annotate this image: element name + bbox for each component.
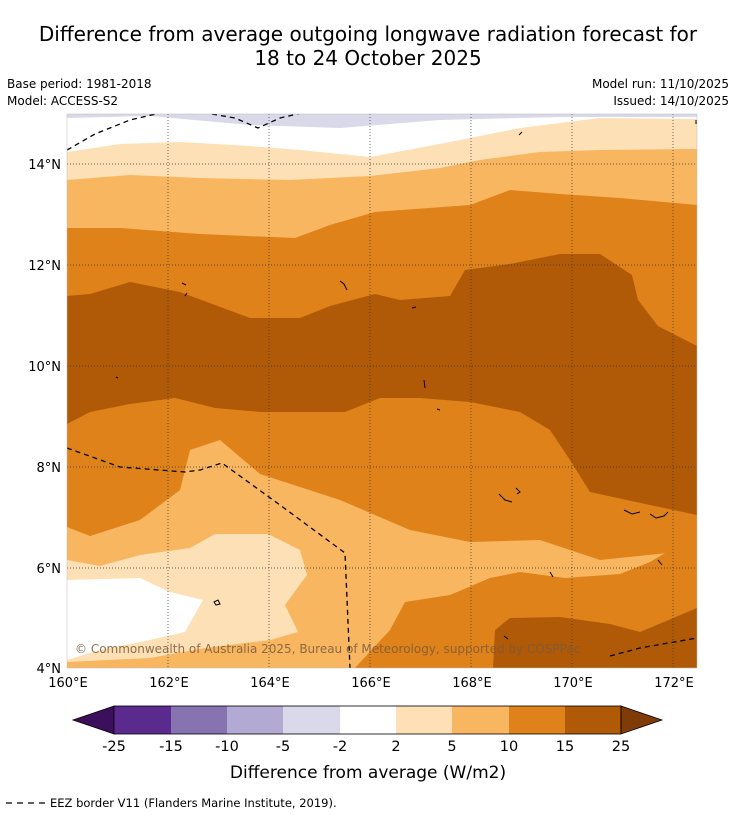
colorbar-tick: 25 — [612, 739, 630, 755]
lon-label: 160°E — [48, 676, 88, 691]
colorbar-tick: -5 — [276, 739, 290, 755]
colorbar-swatch — [396, 706, 452, 734]
colorbar-tick: 10 — [500, 739, 518, 755]
lat-label: 8°N — [37, 461, 62, 476]
colorbar-swatch — [114, 706, 171, 734]
colorbar-tick: -2 — [333, 739, 347, 755]
colorbar-extend-high — [620, 705, 664, 735]
contour-band-neg-2-5 — [67, 114, 697, 128]
contour-band-neutral-south — [67, 578, 203, 660]
lon-label: 172°E — [654, 676, 694, 691]
lon-label: 170°E — [553, 676, 593, 691]
colorbar-tick: 5 — [447, 739, 456, 755]
chart-title: Difference from average outgoing longwav… — [0, 22, 736, 70]
colorbar-tick: -15 — [159, 739, 183, 755]
islands — [115, 120, 697, 640]
colorbar-tick: 2 — [391, 739, 400, 755]
colorbar-swatch — [565, 706, 621, 734]
lat-label: 14°N — [28, 158, 61, 173]
colorbar-title: Difference from average (W/m2) — [230, 763, 506, 783]
model-run: Model run: 11/10/2025 — [591, 77, 729, 91]
eez-legend-text: EEZ border V11 (Flanders Marine Institut… — [50, 796, 337, 810]
colorbar-tick: -25 — [102, 739, 126, 755]
lat-label: 12°N — [28, 259, 61, 274]
issued-date: Issued: 14/10/2025 — [613, 94, 729, 108]
eez-borders — [67, 114, 697, 668]
contour-band-15-25-south — [493, 608, 697, 668]
copyright-notice: © Commonwealth of Australia 2025, Bureau… — [75, 642, 580, 656]
lat-label: 4°N — [37, 662, 62, 677]
colorbar-swatch — [452, 706, 509, 734]
lon-axis: 160°E 162°E 164°E 166°E 168°E 170°E 172°… — [48, 676, 694, 691]
lon-label: 168°E — [452, 676, 492, 691]
lat-label: 10°N — [28, 360, 61, 375]
colorbar-swatch — [509, 706, 565, 734]
colorbar-swatch — [283, 706, 340, 734]
contour-band-15-25 — [67, 254, 697, 515]
map-panel — [67, 114, 697, 668]
lon-label: 162°E — [149, 676, 189, 691]
lat-label: 6°N — [37, 562, 62, 577]
map-frame — [66, 113, 698, 669]
title-line-2: 18 to 24 October 2025 — [254, 46, 482, 70]
base-period: Base period: 1981-2018 — [7, 77, 152, 91]
colorbar-extend-low — [71, 705, 115, 735]
colorbar-swatch — [171, 706, 227, 734]
colorbar-swatch — [340, 706, 396, 734]
colorbar: -25 -15 -10 -5 -2 2 5 10 15 25 Differenc… — [71, 705, 664, 783]
colorbar-swatch — [227, 706, 283, 734]
colorbar-tick: 15 — [556, 739, 574, 755]
lon-label: 166°E — [351, 676, 391, 691]
graticule — [67, 114, 697, 668]
lat-axis: 14°N 12°N 10°N 8°N 6°N 4°N — [28, 158, 61, 677]
colorbar-tick: -10 — [215, 739, 239, 755]
title-line-1: Difference from average outgoing longwav… — [38, 22, 698, 46]
lon-label: 164°E — [250, 676, 290, 691]
model-name: Model: ACCESS-S2 — [7, 94, 119, 108]
colorbar-outline — [113, 705, 622, 735]
